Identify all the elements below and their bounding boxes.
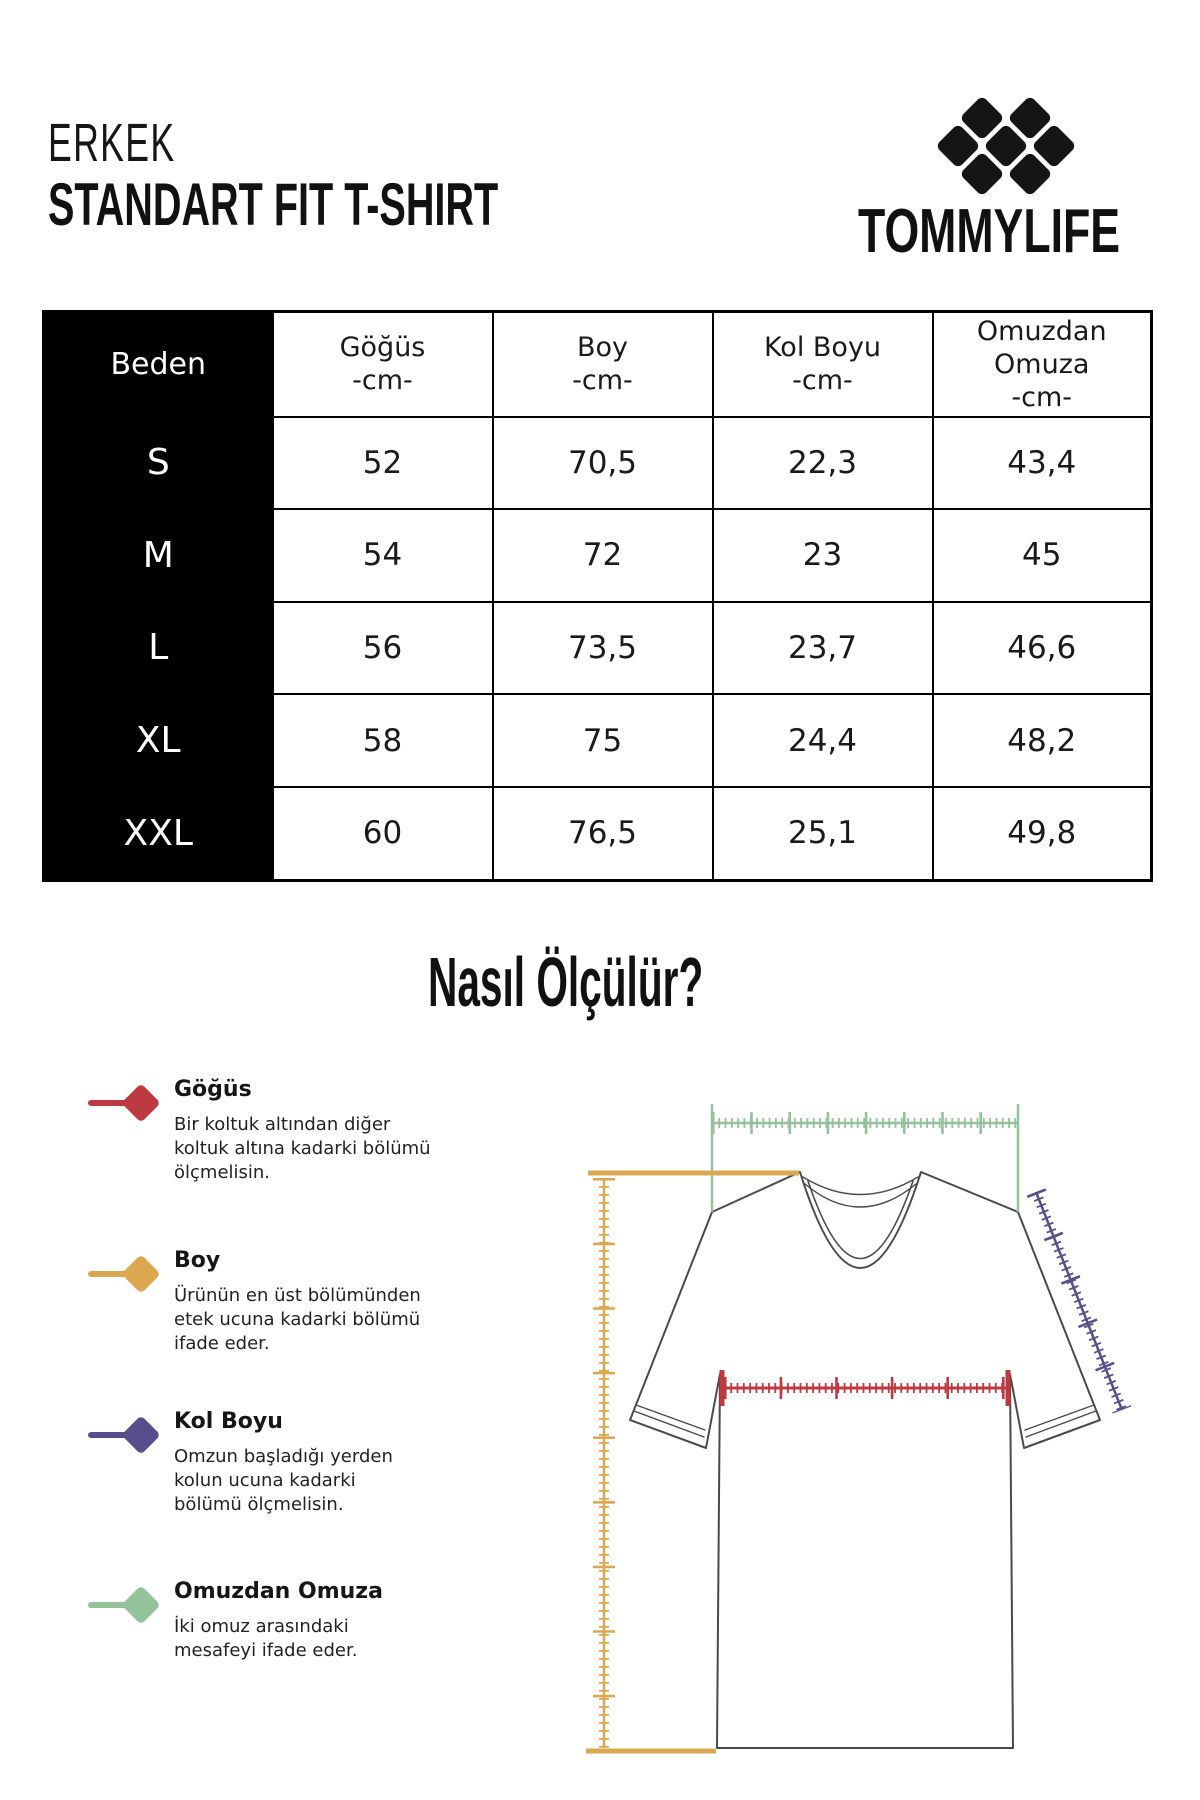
cell-m-boy: 72: [491, 508, 714, 603]
cell-xxl-gogus: 60: [271, 785, 494, 882]
boy-diamond-icon: [88, 1254, 174, 1294]
cell-m-kol-boyu: 23: [711, 508, 934, 603]
legend-item-omuzdan-omuza: Omuzdan Omuza İki omuz arasındaki mesafe…: [88, 1577, 498, 1663]
size-table-corner-cell: Beden: [42, 310, 274, 418]
cell-l-gogus: 56: [271, 600, 494, 696]
cell-s-gogus: 52: [271, 415, 494, 511]
chest-ruler: [719, 1370, 1011, 1406]
table-row-m: M 54 72 23 45: [42, 508, 1153, 603]
size-table: Beden Göğüs -cm- Boy -cm- Kol Boyu -cm- …: [42, 310, 1153, 882]
legend-desc-kol-boyu: Omzun başladığı yerden kolun ucuna kadar…: [174, 1446, 393, 1515]
collar-inner-line: [807, 1180, 914, 1260]
legend-desc-gogus: Bir koltuk altından diğer koltuk altına …: [174, 1114, 431, 1183]
page-title: STANDART FIT T-SHIRT: [48, 171, 499, 238]
size-table-header-row: Beden Göğüs -cm- Boy -cm- Kol Boyu -cm- …: [42, 310, 1153, 418]
collar-back-line-2: [804, 1183, 917, 1208]
corner-label: Beden: [110, 346, 207, 382]
table-row-s: S 52 70,5 22,3 43,4: [42, 415, 1153, 511]
legend-item-gogus: Göğüs Bir koltuk altından diğer koltuk a…: [88, 1075, 498, 1185]
cell-xxl-boy: 76,5: [491, 785, 714, 882]
how-to-measure-title: Nasıl Ölçülür?: [428, 943, 704, 1021]
cell-xl-kol-boyu: 24,4: [711, 693, 934, 788]
table-row-l: L 56 73,5 23,7 46,6: [42, 600, 1153, 696]
tshirt-outline: [629, 1171, 1101, 1749]
omuzdan-omuza-diamond-icon: [88, 1585, 174, 1625]
right-cuff-line-2: [1024, 1404, 1095, 1431]
cell-l-omuzdan-omuza: 46,6: [931, 600, 1153, 696]
length-ruler: [586, 1170, 799, 1754]
cell-l-boy: 73,5: [491, 600, 714, 696]
cell-s-kol-boyu: 22,3: [711, 415, 934, 511]
category-label: ERKEK: [48, 113, 176, 173]
cell-m-omuzdan-omuza: 45: [931, 508, 1153, 603]
brand-logo-diamonds-icon: [937, 97, 1075, 195]
legend-title-gogus: Göğüs: [174, 1077, 252, 1102]
cell-xxl-omuzdan-omuza: 49,8: [931, 785, 1153, 882]
legend-desc-omuzdan-omuza: İki omuz arasındaki mesafeyi ifade eder.: [174, 1616, 358, 1661]
left-cuff-line-2: [635, 1404, 706, 1431]
kol-boyu-diamond-icon: [88, 1415, 174, 1455]
cell-s-omuzdan-omuza: 43,4: [931, 415, 1153, 511]
cell-xl-omuzdan-omuza: 48,2: [931, 693, 1153, 788]
size-label-s: S: [42, 415, 274, 511]
legend-item-kol-boyu: Kol Boyu Omzun başladığı yerden kolun uc…: [88, 1407, 498, 1517]
left-cuff-line-1: [633, 1410, 705, 1438]
col-header-boy: Boy -cm-: [491, 310, 714, 418]
collar-back-line-1: [802, 1176, 919, 1196]
table-row-xxl: XXL 60 76,5 25,1 49,8: [42, 785, 1153, 882]
legend-title-kol-boyu: Kol Boyu: [174, 1409, 283, 1434]
table-row-xl: XL 58 75 24,4 48,2: [42, 693, 1153, 788]
cell-m-gogus: 54: [271, 508, 494, 603]
right-cuff-line-1: [1025, 1410, 1097, 1438]
cell-xl-gogus: 58: [271, 693, 494, 788]
tshirt-measurement-diagram: [586, 1104, 1132, 1754]
tshirt-drawing: [629, 1171, 1101, 1749]
cell-l-kol-boyu: 23,7: [711, 600, 934, 696]
sleeve-ruler: [1026, 1188, 1132, 1414]
shoulder-ruler: [710, 1104, 1020, 1212]
size-label-l: L: [42, 600, 274, 696]
brand-name: TOMMYLIFE: [858, 197, 1121, 266]
legend-item-boy: Boy Ürünün en üst bölümünden etek ucuna …: [88, 1246, 498, 1356]
cell-s-boy: 70,5: [491, 415, 714, 511]
size-label-xl: XL: [42, 693, 274, 788]
cell-xxl-kol-boyu: 25,1: [711, 785, 934, 882]
col-header-omuzdan-omuza: Omuzdan Omuza -cm-: [931, 310, 1153, 418]
legend-title-boy: Boy: [174, 1248, 221, 1273]
col-header-kol-boyu: Kol Boyu -cm-: [711, 310, 934, 418]
gogus-diamond-icon: [88, 1083, 174, 1123]
legend-desc-boy: Ürünün en üst bölümünden etek ucuna kada…: [174, 1285, 421, 1354]
col-header-gogus: Göğüs -cm-: [271, 310, 494, 418]
cell-xl-boy: 75: [491, 693, 714, 788]
legend-title-omuzdan-omuza: Omuzdan Omuza: [174, 1579, 383, 1604]
size-label-m: M: [42, 508, 274, 603]
size-label-xxl: XXL: [42, 785, 274, 882]
